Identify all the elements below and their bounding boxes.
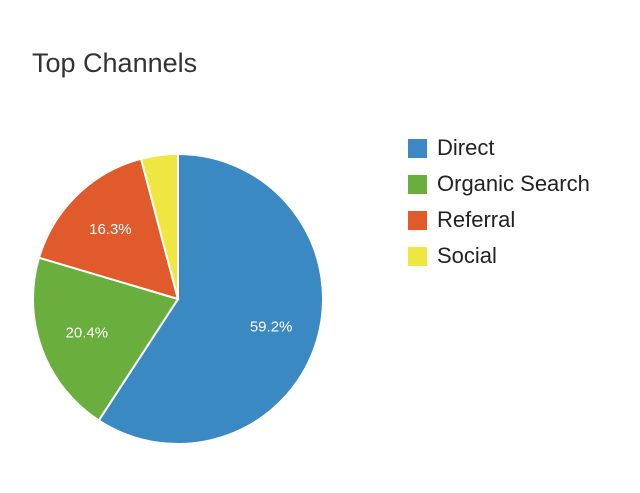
legend-label-direct: Direct (437, 135, 495, 160)
legend-item-organic-search[interactable]: Organic Search (408, 166, 590, 202)
pie-slice-social[interactable] (139, 152, 179, 300)
legend-item-direct[interactable]: Direct (408, 130, 590, 166)
legend-swatch-organic-search (408, 174, 427, 194)
pie-slice-labels: 59.2% 20.4% 16.3% (66, 221, 293, 341)
legend-label-organic-search: Organic Search (437, 171, 590, 196)
legend-item-referral[interactable]: Referral (408, 202, 590, 238)
chart-legend: Direct Organic Search Referral Social (408, 130, 590, 274)
pie-slice-referral[interactable] (37, 157, 180, 301)
legend-item-social[interactable]: Social (408, 238, 590, 274)
legend-swatch-social (408, 246, 427, 266)
pie-slice-organic-search[interactable] (32, 256, 180, 422)
chart-title: Top Channels (32, 48, 198, 78)
legend-label-referral: Referral (437, 207, 516, 232)
legend-swatch-referral (408, 210, 427, 230)
legend-label-social: Social (437, 243, 497, 268)
pie-label-direct: 59.2% (250, 319, 293, 336)
pie-label-organic-search: 20.4% (66, 324, 109, 341)
pie-label-referral: 16.3% (89, 221, 132, 238)
pie-slices (32, 152, 324, 445)
legend-swatch-direct (408, 138, 427, 158)
pie-slice-direct[interactable] (97, 152, 324, 445)
